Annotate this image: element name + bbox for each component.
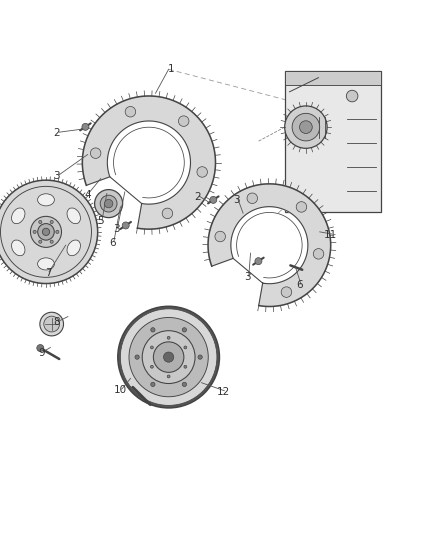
Circle shape — [118, 306, 219, 408]
Circle shape — [120, 309, 217, 406]
Ellipse shape — [67, 208, 81, 224]
Circle shape — [38, 223, 54, 240]
Text: 12: 12 — [217, 387, 230, 397]
Circle shape — [167, 336, 170, 339]
Text: 3: 3 — [244, 272, 251, 282]
Text: 3: 3 — [113, 224, 120, 234]
Polygon shape — [208, 184, 331, 306]
Text: 3: 3 — [233, 195, 240, 205]
Circle shape — [50, 221, 53, 223]
Circle shape — [33, 230, 36, 233]
Circle shape — [215, 231, 226, 242]
Text: 3: 3 — [53, 171, 60, 181]
Circle shape — [125, 107, 136, 117]
Text: 2: 2 — [53, 128, 60, 138]
Circle shape — [0, 180, 98, 284]
Circle shape — [178, 116, 189, 126]
Circle shape — [313, 248, 324, 259]
Circle shape — [153, 342, 184, 373]
Ellipse shape — [67, 240, 81, 256]
Circle shape — [255, 257, 262, 265]
FancyBboxPatch shape — [285, 70, 381, 85]
Polygon shape — [82, 96, 215, 229]
Text: 10: 10 — [114, 385, 127, 395]
Circle shape — [50, 240, 53, 243]
Circle shape — [95, 190, 123, 217]
Text: 2: 2 — [194, 192, 201, 202]
Circle shape — [184, 365, 187, 368]
Circle shape — [142, 330, 195, 384]
Circle shape — [151, 365, 153, 368]
Circle shape — [39, 221, 42, 223]
Ellipse shape — [38, 194, 54, 206]
Circle shape — [346, 90, 358, 102]
Text: 5: 5 — [97, 216, 104, 226]
Circle shape — [162, 208, 173, 219]
Circle shape — [292, 114, 320, 141]
Circle shape — [82, 123, 89, 131]
Circle shape — [56, 230, 59, 233]
Text: 6: 6 — [297, 280, 304, 290]
Circle shape — [39, 240, 42, 243]
Text: 1: 1 — [167, 64, 174, 74]
Circle shape — [31, 216, 61, 247]
Circle shape — [197, 167, 208, 177]
Circle shape — [135, 355, 139, 359]
Circle shape — [40, 312, 64, 336]
Circle shape — [90, 148, 101, 158]
Circle shape — [163, 352, 174, 362]
Text: 6: 6 — [110, 238, 117, 247]
Circle shape — [300, 121, 312, 133]
Circle shape — [129, 318, 208, 397]
Circle shape — [42, 228, 49, 236]
Circle shape — [151, 328, 155, 332]
Circle shape — [100, 195, 117, 212]
Circle shape — [122, 222, 129, 229]
Circle shape — [182, 382, 187, 386]
Text: 8: 8 — [53, 318, 60, 327]
FancyBboxPatch shape — [285, 70, 381, 212]
Circle shape — [296, 201, 307, 212]
Circle shape — [198, 355, 202, 359]
Circle shape — [104, 199, 113, 208]
Text: 11: 11 — [324, 230, 337, 239]
Circle shape — [182, 328, 187, 332]
Circle shape — [151, 382, 155, 386]
Circle shape — [167, 375, 170, 378]
Circle shape — [281, 287, 292, 297]
Ellipse shape — [11, 240, 25, 256]
Circle shape — [151, 346, 153, 349]
Circle shape — [285, 106, 327, 148]
Circle shape — [44, 316, 60, 332]
Text: 4: 4 — [84, 190, 91, 199]
Circle shape — [184, 346, 187, 349]
Text: 7: 7 — [45, 268, 52, 278]
Ellipse shape — [11, 208, 25, 224]
Circle shape — [247, 193, 258, 204]
Circle shape — [37, 344, 44, 352]
Circle shape — [210, 196, 217, 204]
Ellipse shape — [38, 258, 54, 270]
Text: 9: 9 — [38, 348, 45, 358]
